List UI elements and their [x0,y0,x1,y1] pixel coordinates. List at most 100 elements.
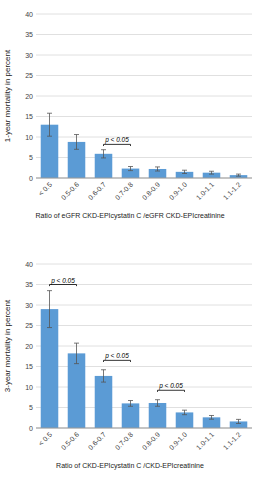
bar [203,417,221,428]
x-axis-label: Ratio of eGFR CKD-EPIcystatin C /eGFR CK… [35,212,224,220]
y-tick-label: 20 [25,93,33,100]
error-cap [236,174,241,175]
error-bar [47,113,52,136]
error-cap [101,149,106,150]
grid-line [36,325,252,326]
x-tick-label: 0.6-0.7 [87,431,107,451]
y-tick-label: 20 [25,343,33,350]
grid-line [36,305,252,306]
x-tick-label: 0.9-1.0 [168,181,188,201]
error-stem [157,167,158,171]
annotation: p < 0.05 [158,382,183,390]
error-cap [155,171,160,172]
error-stem [49,291,50,328]
bracket [104,144,131,146]
error-stem [103,150,104,158]
error-cap [182,414,187,415]
x-tick-label: 0.9-1.0 [168,431,188,451]
y-tick-label: 15 [25,113,33,120]
y-tick-label: 5 [29,154,33,161]
grid-line [36,34,252,35]
error-stem [184,410,185,415]
x-axis-label: Ratio of CKD-EPIcystatin C /CKD-EPIcreat… [56,462,204,470]
chart-svg: 0 5 10 15 20 25 30 35 40 < 0.5 0.5-0.6 0.6-0.7 0.7-0… [0,0,260,500]
error-cap [155,399,160,400]
error-cap [74,149,79,150]
error-stem [130,167,131,171]
error-cap [236,423,241,424]
error-cap [209,171,214,172]
x-tick-label: 1.0-1.1 [195,181,215,201]
grid-line [36,75,252,76]
y-tick-label: 0 [29,425,33,432]
marks [41,113,248,178]
error-cap [74,343,79,344]
x-tick-label: < 0.5 [37,181,53,197]
bracket-line [158,390,185,392]
grid-line [36,137,252,138]
bar [95,376,113,428]
bracket [104,360,131,362]
error-cap [47,290,52,291]
y-tick-label: 15 [25,363,33,370]
error-stem [130,401,131,407]
grid-line [36,96,252,97]
bracket-line [104,360,131,362]
y-axis-label: 1-year mortality in percent [3,49,12,142]
grid-line [36,178,252,179]
error-bar [74,343,79,364]
grid-line [36,264,252,265]
annotation: p < 0.05 [104,136,129,144]
error-stem [76,343,77,364]
error-cap [182,410,187,411]
grid-line [36,14,252,15]
x-tick-label: < 0.5 [37,431,53,447]
error-cap [47,136,52,137]
bar [176,412,194,428]
y-tick-label: 40 [25,11,33,18]
bracket-line [50,285,77,287]
error-stem [157,400,158,407]
grid-line [36,428,252,429]
error-cap [209,415,214,416]
x-tick-label: 1.0-1.1 [195,431,215,451]
error-bar [155,167,160,171]
grid-line [36,55,252,56]
x-tick-label: 1.1-1.2 [222,181,242,201]
y-tick-label: 30 [25,302,33,309]
error-bar [209,171,214,174]
y-tick-label: 25 [25,72,33,79]
annotation: p < 0.05 [50,277,75,285]
error-cap [155,166,160,167]
x-tick-label: 0.5-0.6 [60,431,80,451]
bracket [158,390,185,392]
marks [41,291,248,428]
bracket-line [104,144,131,146]
grid-line [36,116,252,117]
x-tick-label: 0.7-0.8 [114,431,134,451]
error-cap [101,382,106,383]
error-stem [211,415,212,419]
error-cap [182,170,187,171]
error-bar [236,419,241,423]
x-tick-label: 0.5-0.6 [60,181,80,201]
error-cap [128,406,133,407]
x-tick-label: 0.6-0.7 [87,181,107,201]
error-bar [101,370,106,382]
y-tick-label: 35 [25,281,33,288]
x-tick-label: 1.1-1.2 [222,431,242,451]
y-tick-label: 10 [25,384,33,391]
y-tick-label: 25 [25,322,33,329]
error-stem [49,113,50,136]
error-bar [236,174,241,176]
error-stem [238,419,239,423]
bar [122,403,140,428]
panel: 0510152025303540< 0.50.5-0.60.6-0.70.7-0… [3,11,252,221]
error-stem [184,170,185,173]
error-bar [47,291,52,328]
y-tick-label: 5 [29,404,33,411]
y-axis-label: 3-year mortality in percent [3,299,12,392]
x-tick-label: 0.8-0.9 [141,181,161,201]
bar [68,353,86,428]
error-bar [182,170,187,173]
